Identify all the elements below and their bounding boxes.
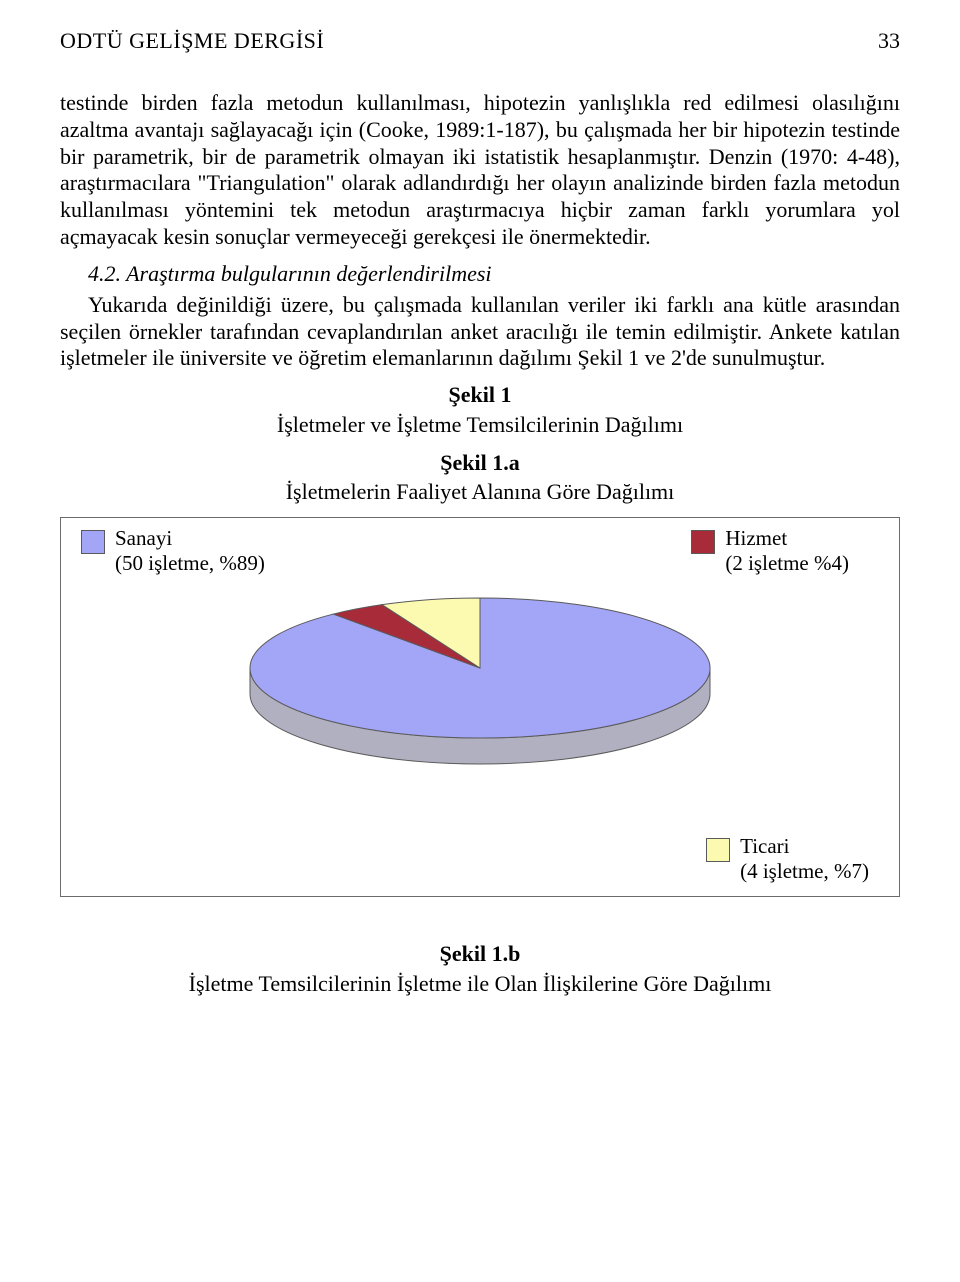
swatch-sanayi bbox=[81, 530, 105, 554]
pie-chart-svg bbox=[200, 590, 760, 770]
page-number: 33 bbox=[878, 28, 900, 54]
figure-1a-label: Şekil 1.a bbox=[60, 448, 900, 478]
figure-1b-label: Şekil 1.b bbox=[60, 939, 900, 969]
body-text: testinde birden fazla metodun kullanılma… bbox=[60, 90, 900, 372]
legend-ticari: Ticari (4 işletme, %7) bbox=[706, 834, 869, 884]
figure-1-label: Şekil 1 bbox=[60, 380, 900, 410]
figure-1a-caption: İşletmelerin Faaliyet Alanına Göre Dağıl… bbox=[60, 477, 900, 507]
figure-1-caption: İşletmeler ve İşletme Temsilcilerinin Da… bbox=[60, 410, 900, 440]
legend-ticari-label: Ticari (4 işletme, %7) bbox=[740, 834, 869, 884]
pie-chart-frame: Sanayi (50 işletme, %89) Hizmet (2 işlet… bbox=[60, 517, 900, 897]
legend-sanayi: Sanayi (50 işletme, %89) bbox=[81, 526, 265, 576]
section-heading: 4.2. Araştırma bulgularının değerlendiri… bbox=[88, 261, 900, 288]
swatch-ticari bbox=[706, 838, 730, 862]
legend-sanayi-label: Sanayi (50 işletme, %89) bbox=[115, 526, 265, 576]
legend-hizmet-line2: (2 işletme %4) bbox=[725, 551, 849, 576]
paragraph-1: testinde birden fazla metodun kullanılma… bbox=[60, 90, 900, 251]
legend-hizmet-line1: Hizmet bbox=[725, 526, 849, 551]
legend-sanayi-line2: (50 işletme, %89) bbox=[115, 551, 265, 576]
legend-ticari-line2: (4 işletme, %7) bbox=[740, 859, 869, 884]
paragraph-2: Yukarıda değinildiği üzere, bu çalışmada… bbox=[60, 292, 900, 372]
legend-hizmet-label: Hizmet (2 işletme %4) bbox=[725, 526, 849, 576]
running-head: ODTÜ GELİŞME DERGİSİ 33 bbox=[60, 28, 900, 54]
figure-1b-caption: İşletme Temsilcilerinin İşletme ile Olan… bbox=[60, 969, 900, 999]
document-page: ODTÜ GELİŞME DERGİSİ 33 testinde birden … bbox=[0, 0, 960, 1282]
legend-hizmet: Hizmet (2 işletme %4) bbox=[691, 526, 849, 576]
figure-1b-heading: Şekil 1.b İşletme Temsilcilerinin İşletm… bbox=[60, 939, 900, 998]
pie-chart-area bbox=[79, 580, 881, 760]
legend-ticari-line1: Ticari bbox=[740, 834, 869, 859]
figure-1-heading: Şekil 1 İşletmeler ve İşletme Temsilcile… bbox=[60, 380, 900, 507]
legend-top-row: Sanayi (50 işletme, %89) Hizmet (2 işlet… bbox=[79, 526, 881, 576]
legend-sanayi-line1: Sanayi bbox=[115, 526, 265, 551]
journal-title: ODTÜ GELİŞME DERGİSİ bbox=[60, 28, 324, 54]
swatch-hizmet bbox=[691, 530, 715, 554]
